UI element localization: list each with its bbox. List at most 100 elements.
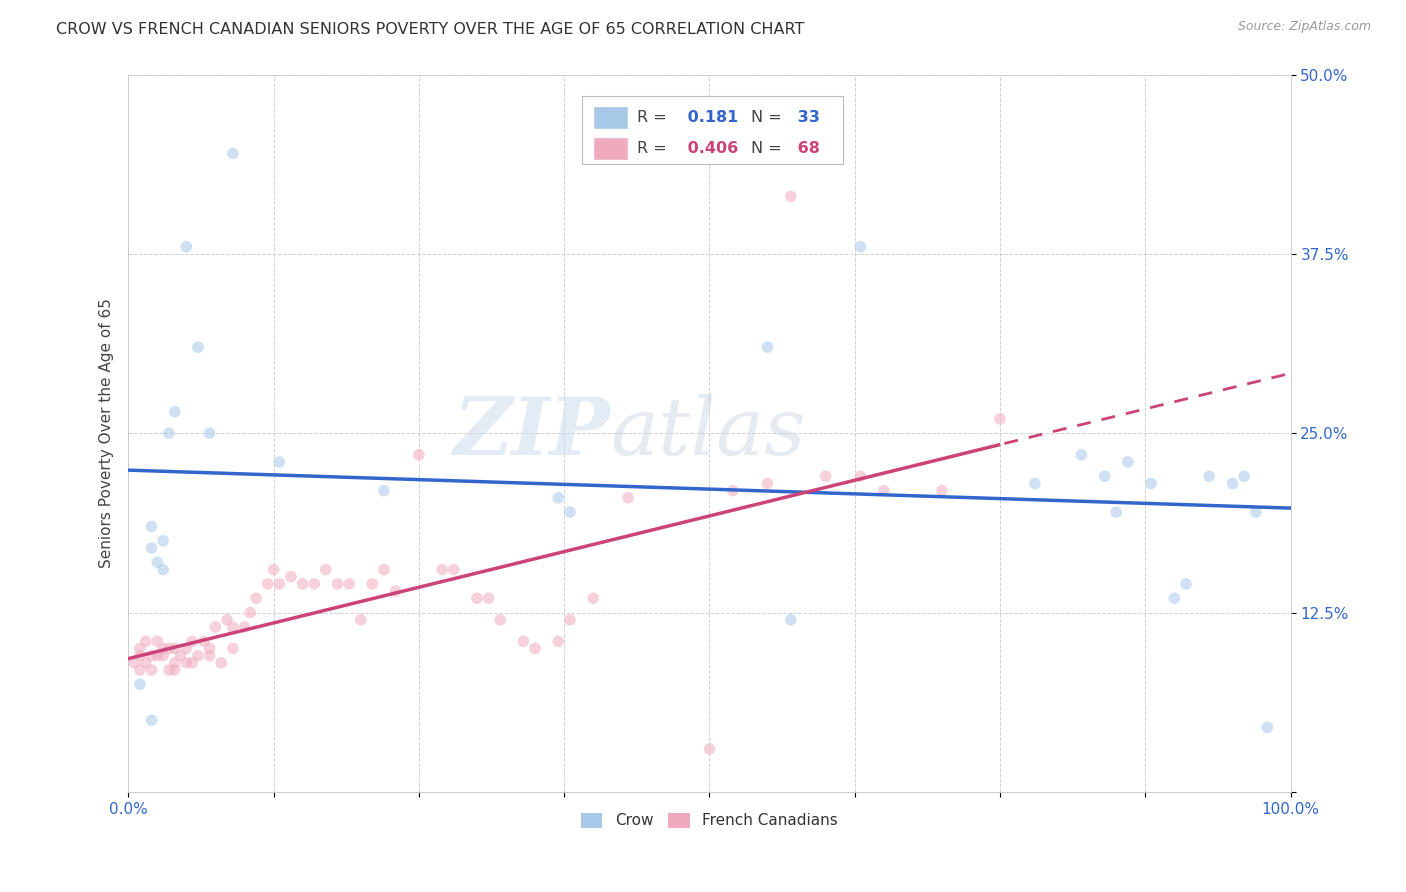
Point	[245, 591, 267, 606]
Point	[122, 656, 145, 670]
Point	[239, 606, 262, 620]
Point	[141, 541, 163, 555]
Point	[181, 656, 204, 670]
Point	[512, 634, 534, 648]
Point	[721, 483, 744, 498]
Text: R =: R =	[637, 110, 666, 125]
Text: N =: N =	[751, 141, 782, 156]
Point	[326, 577, 349, 591]
Point	[524, 641, 547, 656]
Text: 33: 33	[792, 110, 820, 125]
Point	[756, 340, 779, 354]
Point	[128, 663, 150, 677]
Point	[350, 613, 373, 627]
Point	[1198, 469, 1220, 483]
Point	[141, 648, 163, 663]
Point	[1163, 591, 1185, 606]
Point	[779, 189, 801, 203]
Point	[849, 240, 872, 254]
Point	[373, 563, 395, 577]
FancyBboxPatch shape	[593, 137, 628, 160]
Point	[146, 648, 169, 663]
Point	[849, 469, 872, 483]
Point	[222, 146, 245, 161]
Point	[163, 663, 186, 677]
Point	[1024, 476, 1046, 491]
Point	[181, 634, 204, 648]
Point	[157, 426, 180, 441]
Point	[269, 455, 291, 469]
Point	[222, 620, 245, 634]
Point	[617, 491, 640, 505]
Point	[163, 405, 186, 419]
Point	[263, 563, 285, 577]
Point	[157, 641, 180, 656]
Point	[1105, 505, 1128, 519]
Point	[931, 483, 953, 498]
Point	[1233, 469, 1256, 483]
Point	[222, 641, 245, 656]
Point	[198, 426, 221, 441]
Text: Source: ZipAtlas.com: Source: ZipAtlas.com	[1237, 20, 1371, 33]
Point	[315, 563, 337, 577]
Text: N =: N =	[751, 110, 782, 125]
Point	[152, 563, 174, 577]
Point	[128, 641, 150, 656]
Point	[280, 570, 302, 584]
Text: R =: R =	[637, 141, 666, 156]
Text: 68: 68	[792, 141, 820, 156]
Point	[1094, 469, 1116, 483]
Point	[373, 483, 395, 498]
Point	[146, 634, 169, 648]
Point	[198, 641, 221, 656]
Point	[157, 663, 180, 677]
Point	[163, 656, 186, 670]
Text: 0.406: 0.406	[682, 141, 738, 156]
Point	[152, 533, 174, 548]
Point	[141, 519, 163, 533]
Point	[384, 584, 406, 599]
Point	[187, 648, 209, 663]
Point	[699, 742, 721, 756]
Point	[128, 677, 150, 691]
FancyBboxPatch shape	[582, 96, 844, 164]
Point	[489, 613, 512, 627]
Point	[169, 648, 191, 663]
Point	[988, 412, 1011, 426]
Point	[291, 577, 314, 591]
FancyBboxPatch shape	[593, 106, 628, 129]
Point	[558, 613, 581, 627]
Point	[1175, 577, 1198, 591]
Point	[337, 577, 360, 591]
Point	[187, 340, 209, 354]
Point	[128, 648, 150, 663]
Point	[1256, 720, 1278, 734]
Point	[1070, 448, 1092, 462]
Point	[152, 641, 174, 656]
Point	[547, 634, 569, 648]
Legend: Crow, French Canadians: Crow, French Canadians	[575, 806, 844, 835]
Point	[1116, 455, 1139, 469]
Text: 0.181: 0.181	[682, 110, 738, 125]
Y-axis label: Seniors Poverty Over the Age of 65: Seniors Poverty Over the Age of 65	[100, 298, 114, 568]
Point	[302, 577, 325, 591]
Point	[756, 476, 779, 491]
Point	[1140, 476, 1163, 491]
Point	[465, 591, 488, 606]
Point	[198, 648, 221, 663]
Point	[176, 641, 198, 656]
Point	[408, 448, 430, 462]
Point	[163, 641, 186, 656]
Point	[430, 563, 453, 577]
Point	[814, 469, 837, 483]
Text: ZIP: ZIP	[454, 394, 610, 472]
Point	[135, 634, 157, 648]
Point	[582, 591, 605, 606]
Point	[135, 656, 157, 670]
Point	[477, 591, 499, 606]
Point	[152, 648, 174, 663]
Point	[1222, 476, 1244, 491]
Point	[176, 656, 198, 670]
Point	[141, 713, 163, 727]
Point	[443, 563, 465, 577]
